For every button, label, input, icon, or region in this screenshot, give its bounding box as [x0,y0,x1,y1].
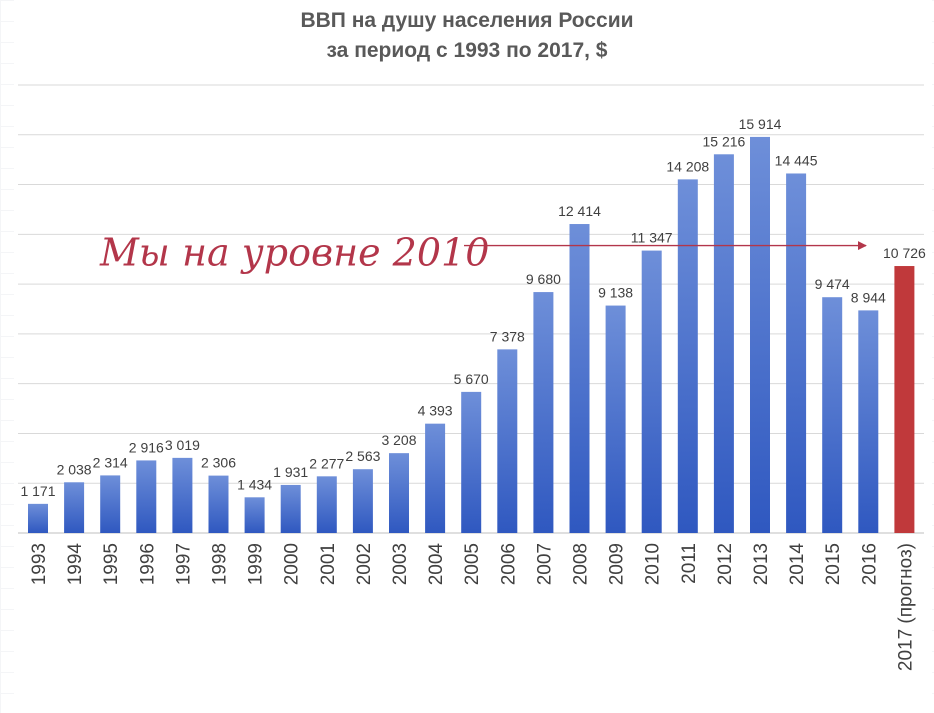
bar-1994 [64,482,85,533]
bar-1999 [244,497,265,533]
value-label-2009: 9 138 [598,285,633,301]
chart-title-line-1: ВВП на душу населения России [300,9,634,32]
bars [28,136,915,534]
chart-title: ВВП на душу населения России за период с… [0,6,934,66]
value-label-2002: 2 563 [345,448,380,464]
annotation-text: Мы на уровне 2010 [99,231,489,275]
category-label-2012: 2012 [715,543,736,585]
chart-title-line-2: за период с 1993 по 2017, $ [326,39,608,62]
value-label-1993: 1 171 [20,483,55,499]
category-label-2009: 2009 [607,543,628,585]
bar-2010 [641,250,662,533]
bar-1993 [28,503,48,533]
value-label-2011: 14 208 [666,158,709,174]
bar-2000 [280,484,301,533]
bar-2008 [569,224,590,533]
bar-2013 [750,136,770,534]
bar-2011 [677,179,698,533]
category-label-1998: 1998 [210,543,231,585]
category-label-2017: 2017 (прогноз) [895,543,916,671]
category-label-1999: 1999 [246,543,267,585]
bar-2016 [858,310,879,533]
category-label-2010: 2010 [643,543,664,585]
bar-1998 [208,475,229,533]
value-label-1997: 3 019 [165,437,200,453]
bar-2015 [822,297,843,533]
category-label-2003: 2003 [390,543,411,585]
category-label-2000: 2000 [282,543,303,585]
bar-2001 [316,476,337,533]
bar-2014 [786,173,807,534]
bar-2007 [533,292,554,533]
category-label-2002: 2002 [354,543,375,585]
value-label-2012: 15 216 [702,133,745,149]
category-label-2004: 2004 [426,543,447,586]
category-label-1993: 1993 [29,543,50,585]
category-label-2007: 2007 [534,543,555,585]
value-label-1994: 2 038 [57,461,92,477]
bar-2002 [352,469,373,533]
value-label-2003: 3 208 [381,432,416,448]
value-label-2007: 9 680 [526,271,561,287]
bar-2012 [713,154,734,534]
bar-2003 [389,453,409,533]
category-label-2016: 2016 [859,543,880,585]
value-label-2015: 9 474 [815,276,850,292]
value-label-2016: 8 944 [851,289,886,305]
value-label-2000: 1 931 [273,464,308,480]
chart-area[interactable] [14,0,932,713]
value-label-1996: 2 916 [129,439,164,455]
category-label-2013: 2013 [751,543,772,585]
bar-1996 [136,460,157,533]
gridlines [18,84,924,534]
value-label-1995: 2 314 [93,454,128,470]
value-label-2006: 7 378 [490,328,525,344]
value-label-2005: 5 670 [454,371,489,387]
value-label-2004: 4 393 [418,403,453,419]
category-label-1997: 1997 [173,543,194,585]
category-label-1995: 1995 [101,543,122,585]
category-label-2005: 2005 [462,543,483,585]
category-label-2001: 2001 [318,543,339,585]
value-label-2017: 10 726 [883,245,926,261]
value-label-2008: 12 414 [558,203,601,219]
category-label-2011: 2011 [679,543,700,584]
category-label-2015: 2015 [823,543,844,585]
value-label-2010: 11 347 [631,230,673,246]
value-label-2001: 2 277 [309,455,344,471]
category-label-1996: 1996 [137,543,158,585]
bar-2009 [605,305,626,533]
bar-2006 [497,349,518,533]
value-label-1999: 1 434 [237,476,272,492]
category-label-2008: 2008 [571,543,592,585]
category-label-1994: 1994 [65,543,86,586]
value-label-2014: 14 445 [775,152,818,168]
bar-2005 [461,391,482,533]
category-labels: 1993 1994 1995 1996 1997 1998 1999 2000 2001 2002… [29,543,916,672]
category-label-2006: 2006 [498,543,519,585]
bar-2017 [894,266,915,533]
value-label-1998: 2 306 [201,455,236,471]
bar-1995 [100,475,121,533]
bar-2004 [425,423,446,533]
bar-1997 [172,457,193,533]
annotation: Мы на уровне 2010 [99,231,867,275]
category-label-2014: 2014 [787,543,808,586]
value-label-2013: 15 914 [739,116,782,132]
